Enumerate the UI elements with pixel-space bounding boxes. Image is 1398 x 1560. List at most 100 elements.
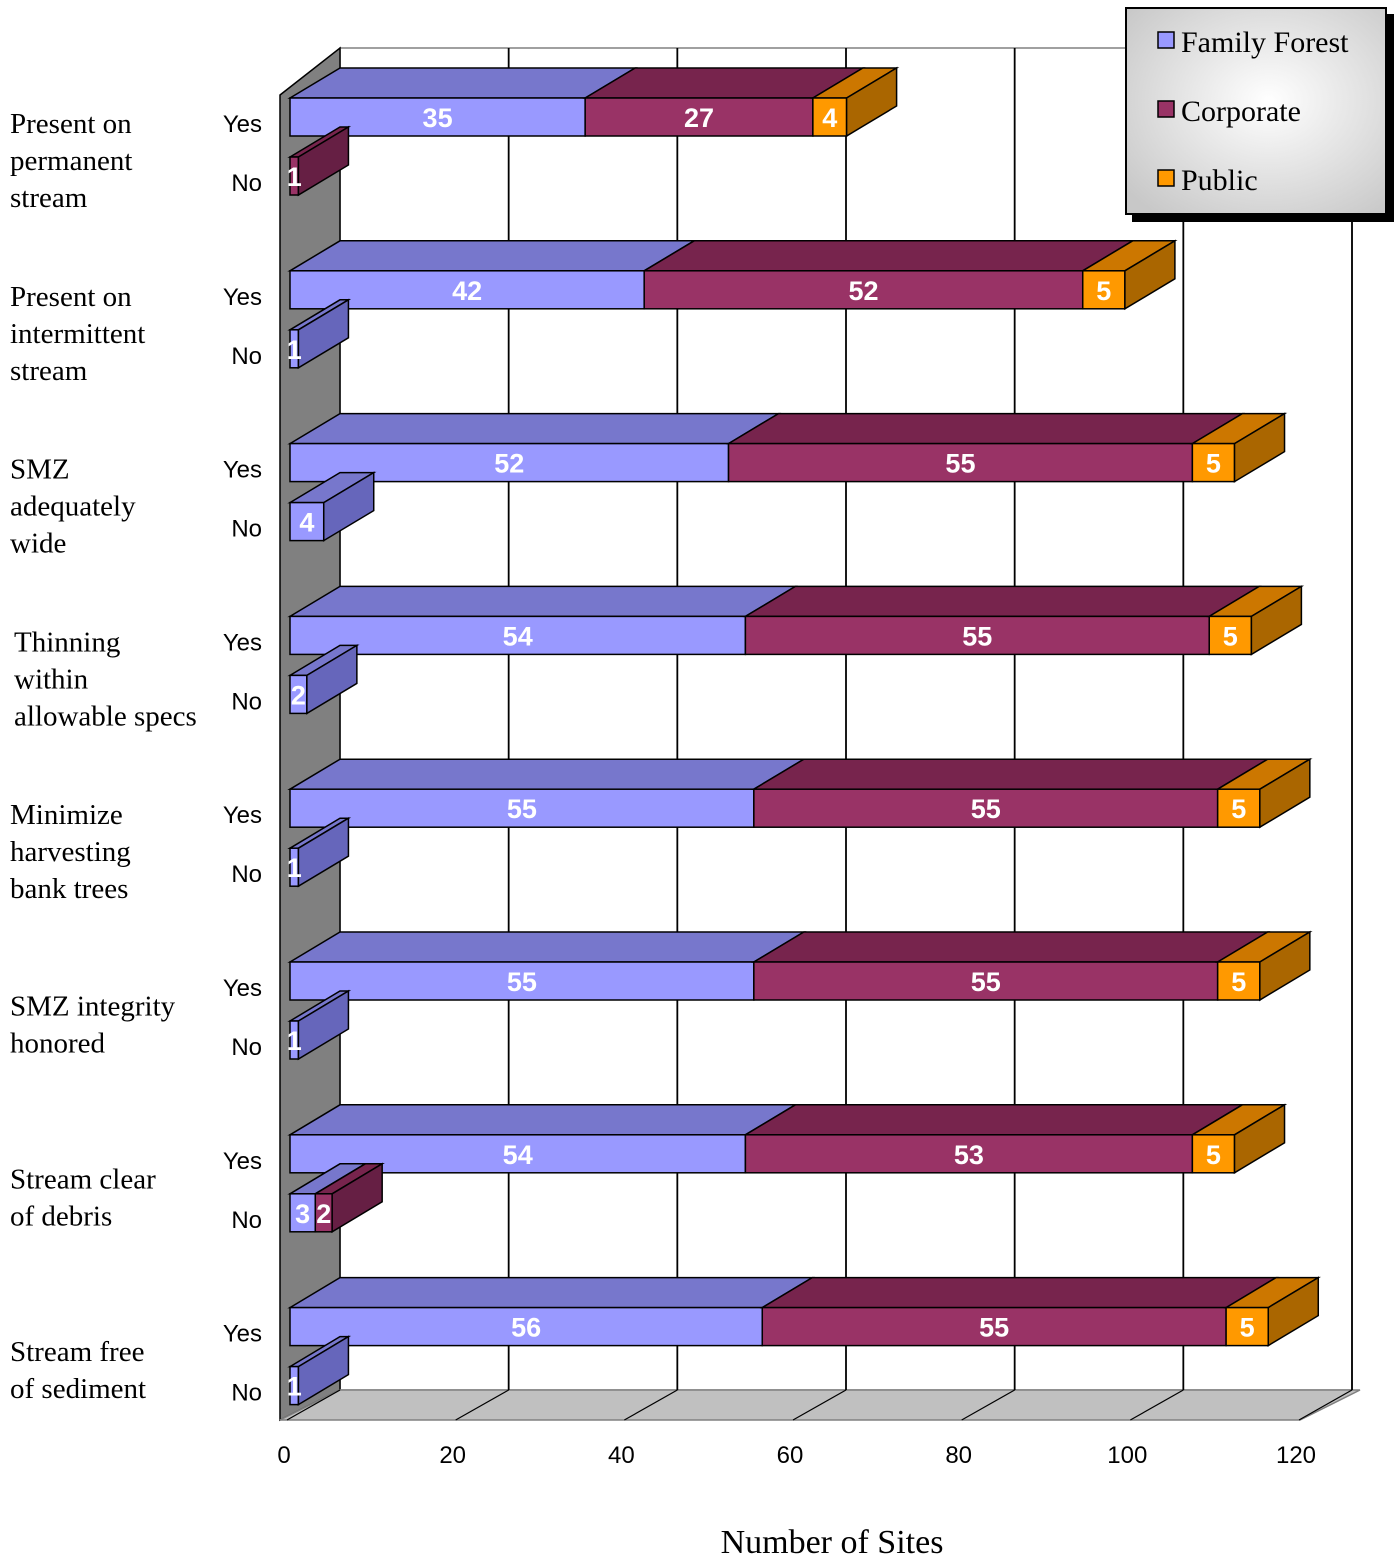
bar-side-face	[322, 471, 375, 542]
floor-gridline	[286, 1389, 341, 1421]
bar-segment: 1	[287, 298, 352, 370]
data-label: 55	[971, 794, 1001, 824]
legend-entry: Corporate	[1181, 95, 1301, 128]
category-label: harvesting	[10, 836, 131, 868]
bar-top-face	[641, 240, 1136, 272]
data-label: 55	[962, 621, 992, 651]
bar-side-face	[1233, 412, 1286, 483]
bar-segment: 54	[287, 1104, 799, 1174]
bar-front-face	[744, 1134, 1194, 1174]
category-label: within	[14, 663, 89, 695]
data-label: 5	[1223, 621, 1238, 651]
x-tick-label: 20	[439, 1442, 466, 1469]
bar-front-face	[1216, 788, 1261, 828]
row-label: Yes	[223, 629, 262, 656]
data-label: 5	[1231, 967, 1246, 997]
bar-segment: 55	[742, 585, 1262, 656]
data-label: 2	[316, 1199, 331, 1229]
bar-top-face	[287, 240, 697, 272]
floor-gridline	[792, 1389, 847, 1421]
x-tick-label: 60	[777, 1442, 804, 1469]
floor-gridline	[961, 1389, 1015, 1421]
data-label: 55	[507, 967, 537, 997]
data-label: 1	[287, 853, 302, 883]
row-label: No	[231, 1380, 262, 1407]
bar-top-face	[751, 931, 1271, 963]
bar-top-face	[751, 758, 1271, 790]
bar-side-face	[297, 1335, 350, 1406]
bar-front-face	[812, 97, 848, 137]
bar-segment: 55	[287, 758, 807, 828]
bar-segment: 55	[759, 1276, 1279, 1347]
data-label: 5	[1240, 1313, 1255, 1343]
data-label: 52	[848, 276, 878, 306]
bar-side-face	[1267, 1276, 1320, 1347]
category-label: honored	[10, 1028, 106, 1060]
bar-segment: 2	[312, 1162, 385, 1234]
data-label: 52	[494, 449, 524, 479]
bar-top-face	[759, 1276, 1279, 1309]
bar-segment: 5	[1214, 930, 1313, 1002]
category-label: wide	[10, 528, 66, 560]
bar-front-face	[289, 1306, 764, 1347]
x-tick-label: 100	[1107, 1442, 1147, 1469]
bar-segment: 56	[287, 1276, 815, 1347]
bar-side-face	[297, 125, 350, 197]
bar-front-face	[1216, 961, 1261, 1001]
x-tick-label: 0	[277, 1442, 290, 1469]
bar-segment: 52	[287, 412, 782, 483]
data-label: 55	[945, 449, 975, 479]
bar-top-face	[742, 585, 1262, 618]
bar-front-face	[753, 788, 1219, 828]
category-labels: Yes No Present on permanent stream Yes No Prese…	[10, 108, 262, 1407]
data-label: 56	[511, 1313, 541, 1343]
data-label: 54	[503, 1140, 533, 1170]
category-label: SMZ	[10, 454, 70, 486]
bar-segment: 4	[810, 66, 900, 138]
x-axis-title: Number of Sites	[721, 1524, 944, 1560]
row-label: Yes	[223, 802, 262, 829]
bar-top-face	[287, 412, 782, 445]
legend-swatch	[1157, 100, 1175, 118]
category-label: Present on	[10, 108, 132, 140]
bar-front-face	[643, 270, 1084, 310]
row-label: No	[231, 1034, 262, 1061]
row-label: No	[231, 343, 262, 370]
category-label: stream	[10, 182, 88, 214]
bar-top-face	[287, 1276, 815, 1309]
category-label: allowable specs	[14, 700, 197, 732]
bar-side-face	[306, 644, 358, 715]
bar-segment: 1	[287, 1335, 352, 1406]
legend-swatch	[1157, 31, 1175, 49]
category-label: intermittent	[10, 318, 145, 350]
bar-side-face	[331, 1162, 383, 1234]
floor-gridline	[455, 1389, 509, 1421]
bar-front-face	[744, 615, 1210, 656]
data-label: 4	[822, 103, 837, 133]
bar-front-face	[1208, 615, 1253, 656]
floor-gridline	[624, 1389, 678, 1421]
data-label: 5	[1096, 276, 1111, 306]
data-label: 1	[287, 1026, 302, 1056]
data-label: 27	[684, 103, 714, 133]
row-label: No	[231, 688, 262, 715]
bar-segment: 5	[1223, 1276, 1321, 1347]
bar-segment: 5	[1206, 585, 1305, 656]
bar-top-face	[287, 758, 807, 790]
data-label: 1	[287, 335, 302, 365]
bar-side-face	[1259, 930, 1311, 1002]
bar-segment: 5	[1214, 757, 1313, 829]
bar-front-face	[289, 961, 755, 1001]
bar-side-face	[1233, 1103, 1286, 1175]
row-label: Yes	[223, 1321, 262, 1348]
bar-segment: 4	[287, 471, 377, 542]
row-label: Yes	[223, 284, 262, 311]
data-label: 5	[1231, 794, 1246, 824]
category-label: Minimize	[10, 799, 123, 831]
bar-segment: 54	[287, 585, 799, 656]
data-label: 55	[971, 967, 1001, 997]
category-label: of debris	[10, 1200, 112, 1232]
bar-top-face	[725, 412, 1246, 445]
bar-top-face	[287, 931, 807, 963]
